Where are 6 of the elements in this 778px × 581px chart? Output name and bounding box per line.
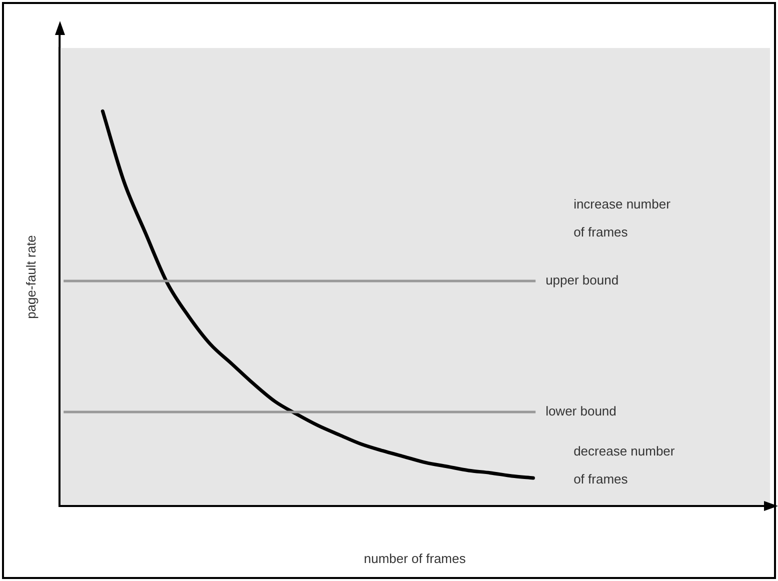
ref-line-label: lower bound (546, 404, 616, 419)
annotation: increase number of frames (574, 196, 672, 240)
x-axis-title: number of frames (364, 550, 466, 566)
ref-line-label: upper bound (546, 272, 619, 288)
y-axis-title: page-fault rate (23, 235, 38, 319)
annotation: decrease number of frames (574, 444, 676, 487)
